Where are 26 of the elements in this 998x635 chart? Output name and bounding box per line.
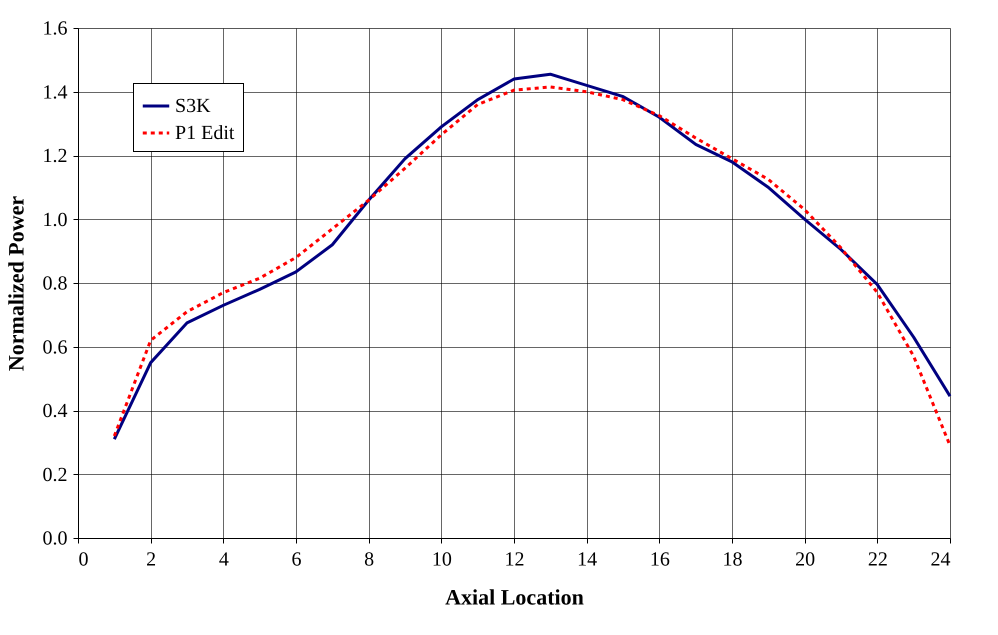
legend-label: S3K [175,95,212,117]
y-tick-label: 1.2 [42,145,68,167]
x-tick-label: 24 [930,548,950,570]
x-axis-title: Axial Location [445,584,584,610]
y-tick-label: 0.2 [42,464,68,486]
x-tick-label: 14 [577,548,598,570]
x-tick-label: 6 [292,548,302,570]
legend-label: P1 Edit [175,122,235,144]
x-tick-label: 18 [722,548,742,570]
x-tick-label: 12 [504,548,524,570]
x-tick-label: 4 [218,548,229,570]
y-tick-label: 1.0 [42,208,68,231]
y-tick-label: 0.0 [42,528,68,550]
x-tick-label: 20 [795,548,816,570]
x-tick-label: 2 [146,548,156,570]
x-tick-label: 8 [364,548,374,570]
x-tick-label: 22 [868,548,888,570]
x-tick-label: 16 [650,548,670,570]
y-tick-label: 0.8 [42,272,68,294]
x-tick-label: 10 [432,548,452,570]
y-tick-label: 0.6 [42,336,68,358]
y-axis-title: Normalized Power [4,196,28,372]
y-tick-label: 1.4 [42,81,68,104]
y-tick-label: 1.6 [42,18,68,40]
x-tick-label: 0 [78,548,88,570]
y-tick-label: 0.4 [42,400,68,422]
